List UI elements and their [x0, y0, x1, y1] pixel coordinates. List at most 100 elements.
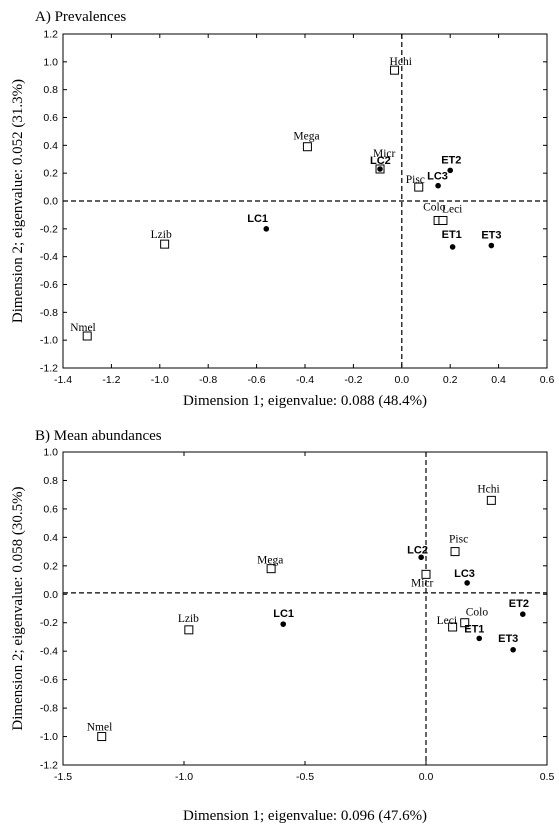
plotB-label-nmel: Nmel: [87, 722, 113, 734]
plotB-point-lc3: [464, 580, 470, 586]
plotA-label-hchi: Hchi: [390, 56, 412, 68]
plotA-y-tick-label: 0.6: [43, 112, 58, 124]
plotB-label-mega: Mega: [257, 555, 283, 567]
plotA-x-tick-label: -0.4: [296, 374, 314, 386]
plotA-label-lc2: LC2: [370, 155, 391, 167]
plotA-x-axis-label: Dimension 1; eigenvalue: 0.088 (48.4%): [183, 393, 427, 409]
plotB-label-micr: Micr: [411, 577, 434, 589]
plotA-label-nmel: Nmel: [70, 322, 96, 334]
plotB-point-nmel: [97, 732, 107, 742]
plotA-point-mega: [302, 142, 312, 152]
plotA-label-lc3: LC3: [427, 171, 448, 183]
plotA-label-et2: ET2: [441, 154, 461, 166]
plotA-x-tick-label: 0.6: [540, 374, 555, 386]
plotA-x-tick-label: -0.2: [344, 374, 362, 386]
plotB-point-et1: [476, 635, 483, 642]
plotA-y-tick-label: -1.0: [40, 335, 58, 347]
plotA-label-et3: ET3: [481, 230, 501, 242]
plotA-x-tick-label: 0.4: [491, 374, 506, 386]
plotA-x-tick-label: -1.4: [54, 374, 72, 386]
plotB-label-colo: Colo: [466, 607, 489, 619]
plotB-y-tick-label: 0.8: [43, 475, 58, 487]
plotA-label-micr: Micr: [373, 148, 396, 160]
plotB-point-colo: [460, 618, 470, 628]
plotA-x-tick-label: -1.2: [102, 374, 120, 386]
plotA-point-leci: [438, 215, 448, 225]
plotA-y-tick-label: 1.0: [43, 56, 58, 68]
plotB-label-hchi: Hchi: [477, 483, 499, 495]
plotB-y-tick-label: -0.2: [40, 617, 58, 629]
plotB-label-lzib: Lzib: [178, 613, 199, 625]
plotA-label-leci: Leci: [442, 203, 462, 215]
plotB-y-tick-label: 0.6: [43, 503, 58, 515]
plotB-y-axis-label: Dimension 2; eigenvalue: 0.058 (30.5%): [10, 486, 26, 730]
plotA-point-lzib: [160, 239, 170, 249]
plotB-point-mega: [266, 564, 276, 574]
plotA-label-lc1: LC1: [247, 213, 268, 225]
plotB-point-hchi: [486, 495, 496, 505]
plotB-point-leci: [448, 622, 458, 632]
plotA-y-tick-label: 0.4: [43, 140, 58, 152]
plotA-label-colo: Colo: [423, 201, 446, 213]
plotB-x-tick-label: 0.0: [419, 771, 434, 783]
plotA-label-lzib: Lzib: [151, 229, 172, 241]
plotB-label-lc3: LC3: [454, 568, 475, 580]
plotA-point-pisc: [414, 182, 424, 192]
plotA-point-hchi: [390, 65, 400, 75]
plotA-panel: A) Prevalences-1.4 -1.2 -1.0 -0.8 -0.6 -0.4 -0…: [10, 9, 554, 409]
plotA-y-tick-label: 0.0: [43, 196, 58, 208]
plotB-y-tick-label: -0.8: [40, 703, 58, 715]
plotA-y-tick-label: -0.6: [40, 279, 58, 291]
plotB-x-tick-label: 0.5: [540, 771, 555, 783]
plotB-y-tick-label: -0.6: [40, 674, 58, 686]
plotB-label-pisc: Pisc: [449, 534, 468, 546]
plotB-y-tick-label: 1.0: [43, 447, 58, 459]
plotB-point-lc1: [280, 621, 287, 627]
plotA-y-tick-label: -0.2: [40, 223, 58, 235]
plotA-y-tick-label: 1.2: [43, 29, 58, 41]
plotA-y-axis-label: Dimension 2; eigenvalue: 0.052 (31.3%): [10, 79, 26, 323]
plotA-point-lc2: [377, 166, 383, 172]
plotA-x-tick-label: -1.0: [151, 374, 169, 386]
plotA-point-et2: [447, 167, 454, 174]
plotA-x-tick-label: 0.0: [394, 374, 409, 386]
plotB-label-lc1: LC1: [273, 608, 294, 620]
plotA-x-tick-label: -0.6: [248, 374, 266, 386]
plotB-label-et3: ET3: [498, 633, 518, 645]
plotB-label-leci: Leci: [437, 615, 457, 627]
plotB-label-lc2: LC2: [407, 544, 428, 556]
plotB-x-tick-label: -1.5: [54, 771, 72, 783]
plotA-title: A) Prevalences: [35, 9, 126, 25]
plotA-point-lc3: [435, 182, 441, 189]
plotA-y-tick-label: -1.2: [40, 363, 58, 375]
plotB-y-tick-label: -1.0: [40, 731, 58, 743]
plotB-x-tick-label: -0.5: [296, 771, 314, 783]
plotB-point-micr: [421, 569, 431, 579]
plotB-y-tick-label: 0.0: [43, 589, 58, 601]
plotA-point-nmel: [82, 331, 92, 341]
plotB-label-et1: ET1: [464, 623, 484, 635]
plotA-x-tick-label: 0.2: [443, 374, 458, 386]
plotA-point-et3: [488, 242, 495, 249]
plotA-point-lc1: [263, 226, 270, 232]
plotB-point-et3: [510, 646, 516, 653]
plotB-panel: B) Mean abundances -1.5 -1.0 -0.5 0.0 0.5 -1.2…: [10, 428, 554, 824]
plotA-y-tick-label: 0.8: [43, 84, 58, 96]
plotB-y-tick-label: -1.2: [40, 760, 58, 772]
plotB-label-et2: ET2: [509, 598, 529, 610]
plotA-y-tick-label: 0.2: [43, 168, 58, 180]
plotB-x-tick-label: -1.0: [175, 771, 193, 783]
plotB-x-axis-label: Dimension 1; eigenvalue: 0.096 (47.6%): [183, 808, 427, 824]
plotA-label-mega: Mega: [293, 131, 319, 143]
plotA-y-tick-label: -0.4: [40, 251, 58, 263]
plotB-y-tick-label: 0.2: [43, 560, 58, 572]
plotB-y-tick-label: -0.4: [40, 646, 58, 658]
plotB-point-pisc: [450, 547, 460, 557]
plotB-point-lc2: [418, 554, 424, 561]
plotA-y-tick-label: -0.8: [40, 307, 58, 319]
plotB-point-lzib: [184, 625, 194, 635]
plotA-label-pisc: Pisc: [406, 174, 425, 186]
plotA-point-et1: [449, 244, 456, 250]
plotB-point-et2: [520, 611, 526, 617]
